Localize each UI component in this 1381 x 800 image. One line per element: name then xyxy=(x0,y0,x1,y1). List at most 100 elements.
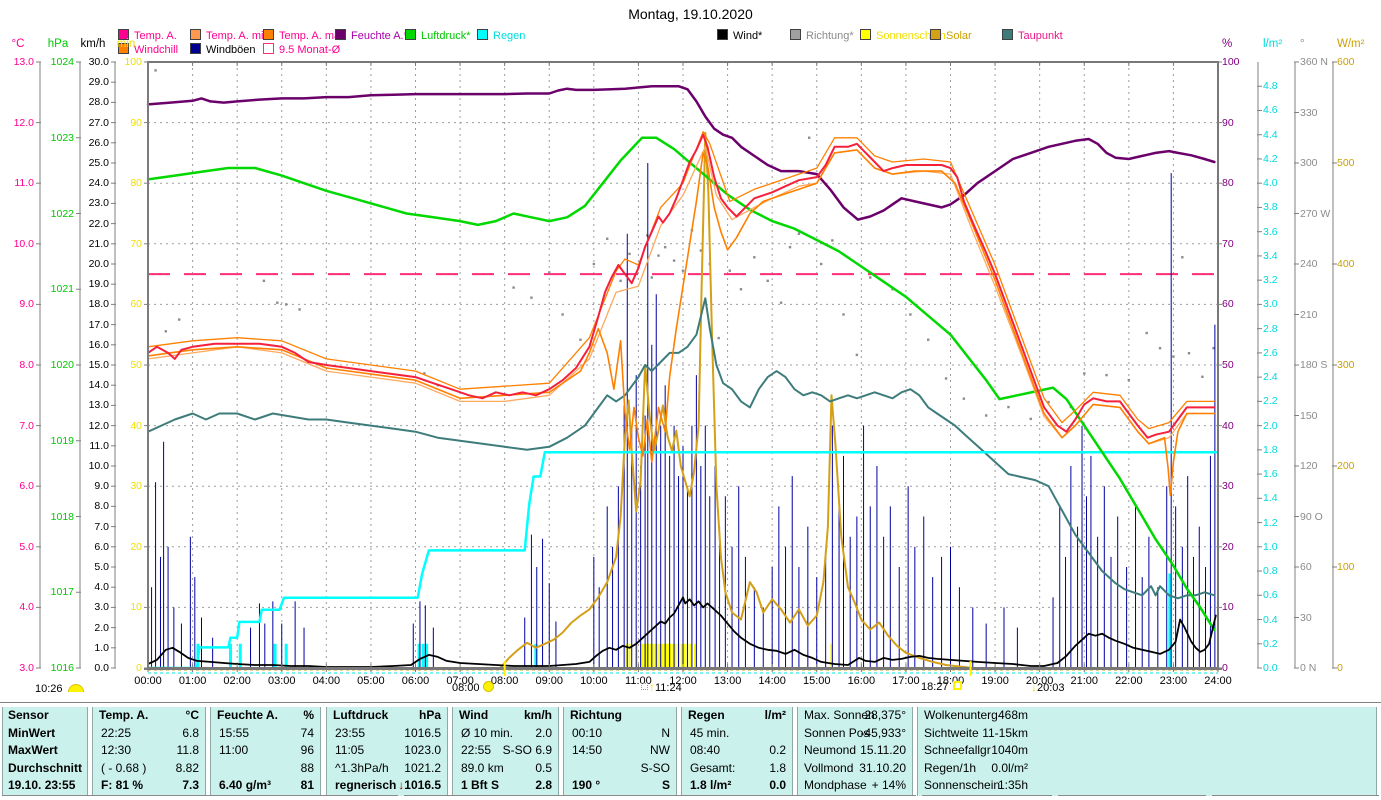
tick-label-deg: 180 S xyxy=(1300,359,1328,371)
tick-label-lm2: 4.6 xyxy=(1263,104,1278,117)
series-richtung-dot xyxy=(1187,352,1191,355)
table-group-rows: Sensor MinWert MaxWert Durchschnitt 19.10. 2… xyxy=(2,707,88,796)
tick-label-deg: 240 xyxy=(1300,258,1318,270)
tick-label-kmh: 29.0 xyxy=(88,76,109,89)
legend-feuchte-a: Feuchte A.* xyxy=(335,29,408,42)
legend-label: Temp. A. max xyxy=(279,30,346,42)
cell-label: Regen/1h xyxy=(924,760,977,775)
tick-label-lm2: 4.0 xyxy=(1263,177,1278,190)
axis-unit-minax: min xyxy=(116,38,136,50)
series-richtung-dot xyxy=(717,336,720,340)
tick-label-lm2: 1.4 xyxy=(1263,492,1278,505)
sunset-square-icon xyxy=(952,681,962,690)
tick-label-minax: 0 xyxy=(136,662,142,674)
legend-windchill: Windchill xyxy=(118,43,178,56)
tick-label-pct: 90 xyxy=(1222,116,1234,129)
series-richtung-dot xyxy=(1201,375,1204,378)
cell-value: 7.3 xyxy=(182,778,199,793)
cell-label: regnerisch xyxy=(335,778,397,793)
tick-label-pct: 70 xyxy=(1222,237,1234,250)
tick-label-wm2: 400 xyxy=(1337,258,1355,270)
tick-label-kmh: 8.0 xyxy=(94,500,109,513)
cell-label: 23:55 xyxy=(335,725,366,740)
moon-down-marker: ↓20:03 xyxy=(1031,681,1065,695)
cell-label: 22:55 xyxy=(461,743,492,758)
axis-unit-lm2: l/m² xyxy=(1263,38,1283,50)
tick-label-kmh: 4.0 xyxy=(94,581,109,594)
series-richtung-dot xyxy=(548,271,551,274)
col-header-luftdruck: Luftdruck xyxy=(333,708,389,722)
tick-label-kmh: 1.0 xyxy=(94,641,109,654)
cell-value: NW xyxy=(650,743,670,758)
series-richtung-dot xyxy=(927,338,930,341)
cell-label: 89.0 km xyxy=(461,760,504,775)
table-row-label: Sensor xyxy=(8,708,49,722)
tick-label-kmh: 22.0 xyxy=(88,217,109,230)
series-richtung-dot xyxy=(1083,372,1086,375)
x-tick-label: 15:00 xyxy=(802,675,831,687)
cell-value: 31.10.20 xyxy=(859,760,906,775)
series-sonnenschein-bar xyxy=(674,643,677,668)
tick-label-lm2: 3.0 xyxy=(1263,298,1278,311)
tick-label-wm2: 100 xyxy=(1337,561,1355,573)
tick-label-minax: 90 xyxy=(130,116,142,129)
tick-label-kmh: 5.0 xyxy=(94,561,109,573)
cell-value: 2.0 xyxy=(535,725,552,740)
series-richtung-dot xyxy=(1127,378,1131,382)
feuchte-a-swatch-icon xyxy=(335,29,346,40)
tick-label-tempC: 11.0 xyxy=(14,177,34,190)
cell-value: 0.0l/m² xyxy=(991,760,1028,775)
table-group-wind: Wind km/h Ø 10 min. 2.0 22:55 S-SO 6.9 89.0 km… xyxy=(452,707,559,796)
cell-label: ( - 0.68 ) xyxy=(101,760,147,775)
cell-label: Sichtweite xyxy=(924,725,979,740)
table-group-richtung: Richtung 00:10 N 14:50 NW S-SO 190 ° S xyxy=(563,707,677,796)
series-sonnenschein-bar xyxy=(830,643,833,668)
sunset-marker: 18:27 xyxy=(921,681,962,694)
cell-value: 81 xyxy=(300,778,314,793)
moonrise-time: 10:26 xyxy=(35,683,63,695)
moon-up-marker: ↑11:24 xyxy=(641,681,682,695)
sunrise-time: 08:00 xyxy=(452,682,480,694)
x-tick-label: 03:00 xyxy=(267,675,296,687)
sunset-time: 18:27 xyxy=(921,681,949,693)
moon-down-time: 20:03 xyxy=(1037,682,1065,694)
series-sonnenschein-bar xyxy=(661,643,664,668)
cell-label: 11:05 xyxy=(335,743,365,758)
axis-unit-wm2: W/m² xyxy=(1337,38,1365,50)
x-tick-label: 02:00 xyxy=(223,675,251,687)
series-solar xyxy=(499,131,974,669)
series-richtung-dot xyxy=(1007,405,1010,409)
legend-regen: Regen xyxy=(477,29,525,42)
tick-label-lm2: 0.4 xyxy=(1263,613,1278,626)
tick-label-deg: 60 xyxy=(1300,561,1312,573)
tick-label-kmh: 28.0 xyxy=(88,96,109,109)
tick-label-lm2: 4.4 xyxy=(1263,128,1278,141)
col-header-richtung: Richtung xyxy=(570,708,622,722)
legend-label: Temp. A. xyxy=(134,30,177,42)
cell-value: 88 xyxy=(300,760,314,775)
table-group-feuchte: Feuchte A.% 15:55 74 11:00 96 88 6.40 g/m³ 81 xyxy=(210,707,321,796)
axis-unit-deg: ° xyxy=(1300,38,1305,50)
series-sonnenschein-bar xyxy=(658,643,661,668)
series-sonnenschein-bar xyxy=(669,643,672,668)
series-richtung-dot xyxy=(285,303,288,306)
legend-solar: Solar xyxy=(930,29,972,42)
series-richtung-dot xyxy=(1158,346,1162,350)
cell-label: 14:50 xyxy=(572,743,603,758)
series-sonnenschein-bar xyxy=(625,643,628,668)
tick-label-hPa: 1018 xyxy=(50,510,74,523)
legend-label: Feuchte A.* xyxy=(351,30,408,42)
series-richtung-dot xyxy=(855,353,859,357)
series-regen-rate-bar xyxy=(534,643,538,668)
series-feuchte xyxy=(146,84,1216,221)
series-richtung-dot xyxy=(1105,373,1108,377)
series-richtung-dot xyxy=(178,318,181,321)
cell-value: 1023.0 xyxy=(404,743,441,758)
tick-label-kmh: 14.0 xyxy=(88,379,109,392)
series-regen-rate-bar xyxy=(238,643,242,668)
tick-label-tempC: 13.0 xyxy=(13,56,34,68)
tick-label-hPa: 1017 xyxy=(50,586,74,599)
series-richtung-dot xyxy=(842,313,845,316)
down-arrow-icon: ↓ xyxy=(1031,680,1037,694)
statusbar-segment xyxy=(1058,795,1206,800)
